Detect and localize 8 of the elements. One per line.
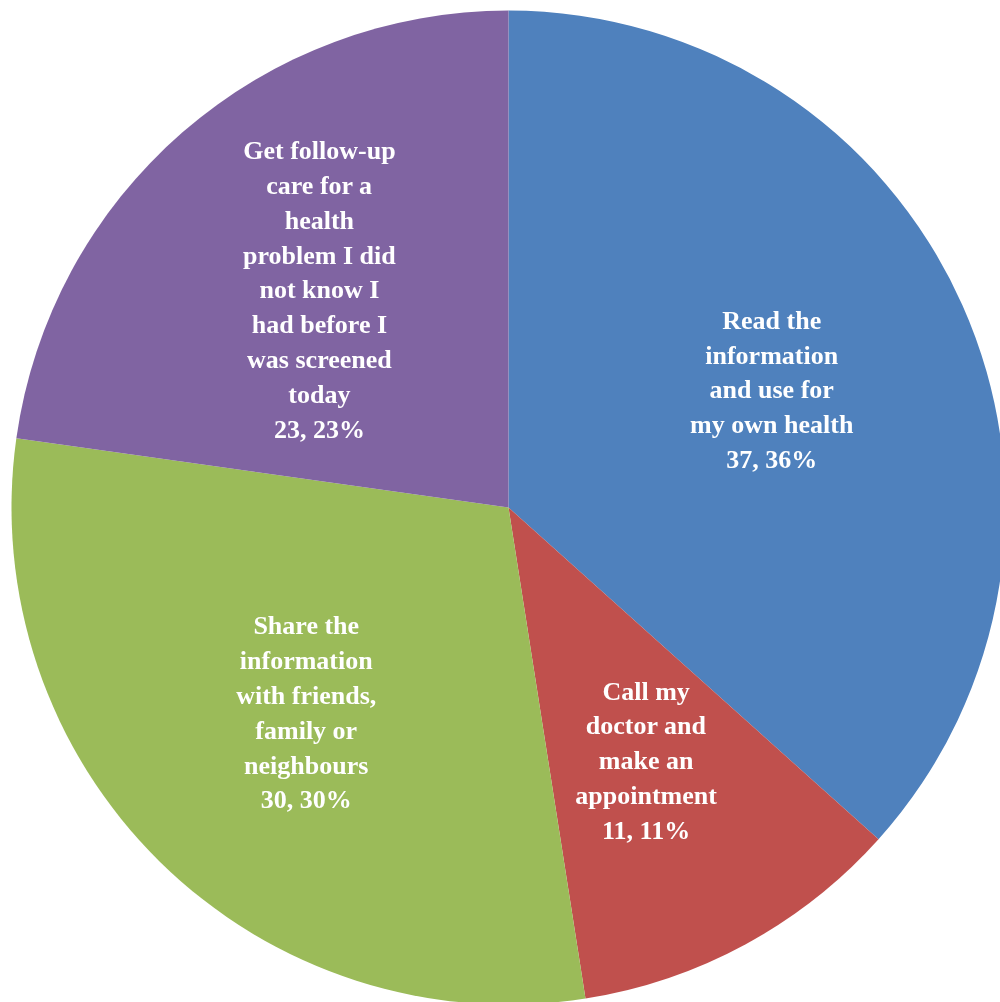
slice-label: Call my doctor and make an appointment xyxy=(575,676,718,811)
slice-label: Share the information with friends, family or neighbours xyxy=(236,611,377,780)
data-label: 23, 23% xyxy=(273,414,365,444)
data-label: 30, 30% xyxy=(260,785,352,815)
slice-label: Get follow-up care for a health problem I did not know I had before I was screened today xyxy=(243,136,397,409)
slice-label: Read the information and use for my own health xyxy=(690,305,854,440)
data-label: 11, 11% xyxy=(602,815,691,845)
data-label: 37, 36% xyxy=(726,445,818,475)
